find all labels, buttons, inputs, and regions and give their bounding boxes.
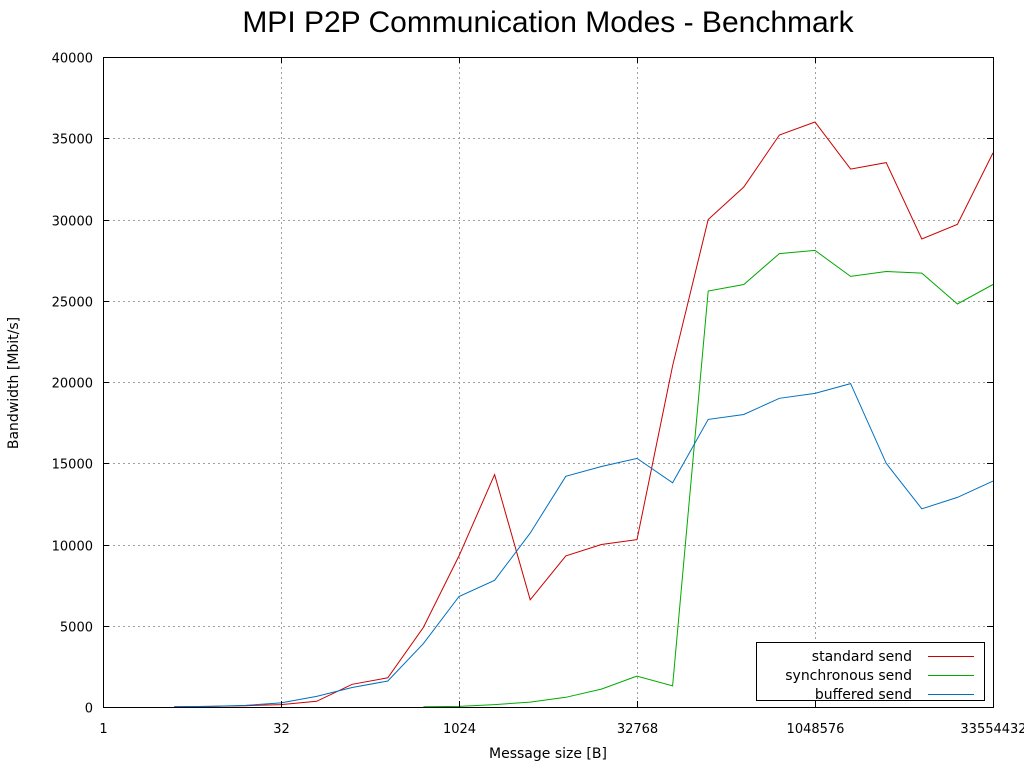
y-tick-label: 30000 bbox=[52, 215, 93, 230]
x-axis-label: Message size [B] bbox=[489, 746, 607, 762]
series-lines bbox=[174, 121, 994, 708]
y-tick-label: 15000 bbox=[52, 458, 93, 473]
grid-lines bbox=[103, 57, 993, 707]
y-tick-label: 20000 bbox=[52, 377, 93, 392]
x-tick-label: 1048576 bbox=[787, 722, 845, 737]
axis-ticks: 0 5000 10000 15000 20000 25000 30000 35000 40000… bbox=[52, 52, 1024, 738]
series-line-standard-send bbox=[174, 121, 994, 708]
y-axis-label: Bandwidth [Mbit/s] bbox=[6, 317, 22, 449]
x-tick-label: 32768 bbox=[617, 722, 658, 737]
y-tick-label: 5000 bbox=[60, 621, 93, 636]
legend-label: synchronous send bbox=[785, 668, 912, 684]
series-line-buffered-send bbox=[174, 383, 994, 708]
y-tick-label: 25000 bbox=[52, 296, 93, 311]
chart-title: MPI P2P Communication Modes - Benchmark bbox=[242, 6, 854, 39]
y-tick-label: 35000 bbox=[52, 133, 93, 148]
legend: standard send synchronous send buffered se… bbox=[756, 642, 985, 703]
y-tick-label: 0 bbox=[85, 702, 93, 717]
y-tick-label: 40000 bbox=[52, 52, 93, 67]
x-tick-label: 32 bbox=[273, 722, 290, 737]
x-tick-label: 33554432 bbox=[960, 722, 1024, 737]
legend-label: buffered send bbox=[815, 687, 912, 703]
x-tick-label: 1 bbox=[99, 722, 107, 737]
legend-label: standard send bbox=[812, 649, 912, 665]
legend-box bbox=[756, 642, 985, 701]
x-tick-label: 1024 bbox=[443, 722, 476, 737]
series-line-synchronous-send bbox=[423, 249, 994, 708]
y-tick-label: 10000 bbox=[52, 540, 93, 555]
